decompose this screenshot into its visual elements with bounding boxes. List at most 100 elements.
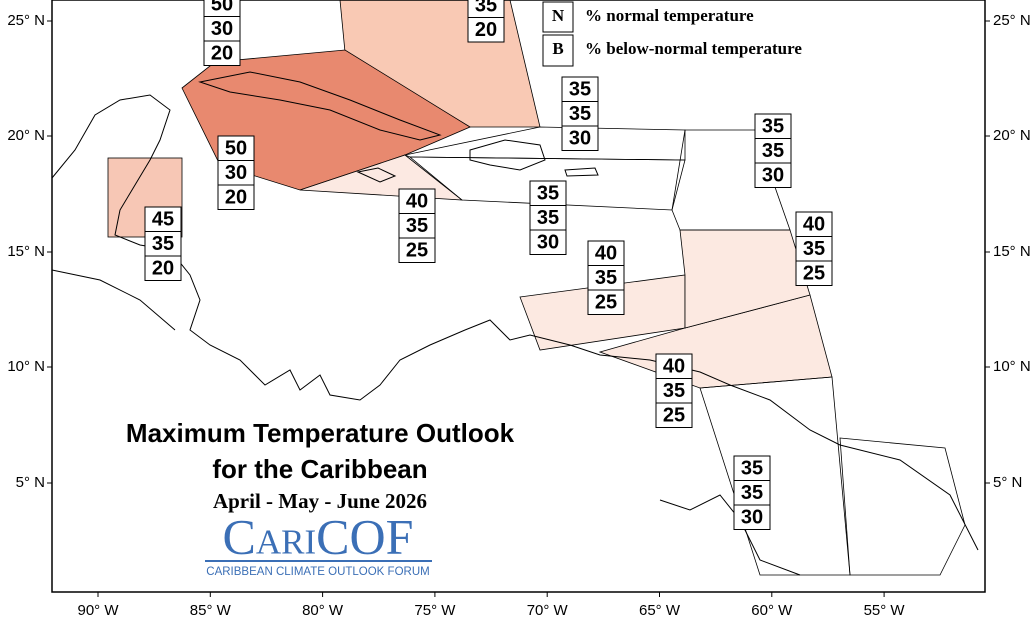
- probability-value: 35: [537, 182, 559, 204]
- lat-label: 25° N: [7, 12, 45, 29]
- lon-label: 70° W: [527, 602, 569, 619]
- title: for the Caribbean: [212, 454, 427, 484]
- probability-value: 35: [537, 207, 559, 229]
- probability-value: 20: [225, 186, 247, 208]
- probability-cell: [587, 265, 625, 291]
- probability-cell: [655, 402, 693, 428]
- probability-value: 25: [595, 291, 617, 313]
- legend-key-box: [542, 34, 574, 67]
- probability-cell: [587, 240, 625, 266]
- lon-label: 60° W: [751, 602, 793, 619]
- probability-value: 40: [595, 242, 617, 264]
- probability-cell: [754, 162, 792, 188]
- probability-cell: [795, 211, 833, 237]
- probability-cell: [529, 205, 567, 231]
- map-frame: [51, 0, 986, 593]
- lat-label: 5° N: [16, 474, 45, 491]
- coast-pacific: [51, 269, 176, 331]
- legend-key: N: [552, 6, 565, 25]
- lat-label: 10° N: [7, 358, 45, 375]
- probability-cell: [144, 255, 182, 281]
- probability-value: 35: [741, 482, 763, 504]
- title: Maximum Temperature Outlook: [126, 418, 515, 448]
- legend-key: B: [552, 39, 563, 58]
- lon-label: 90° W: [77, 602, 119, 619]
- probability-value: 25: [406, 239, 428, 261]
- lon-label: 85° W: [190, 602, 232, 619]
- probability-value: 35: [475, 0, 497, 16]
- probability-cell: [795, 260, 833, 286]
- probability-value: 35: [663, 380, 685, 402]
- lon-label: 80° W: [302, 602, 344, 619]
- probability-value: 50: [211, 0, 233, 15]
- probability-cell: [733, 480, 771, 506]
- probability-value: 35: [803, 238, 825, 260]
- probability-cell: [144, 206, 182, 232]
- probability-value: 45: [152, 208, 174, 230]
- coast-mainland: [51, 94, 979, 551]
- lat-label: 15° N: [993, 243, 1031, 260]
- legend-text: % normal temperature: [585, 6, 754, 25]
- probability-value: 25: [803, 262, 825, 284]
- probability-cell: [203, 40, 241, 66]
- coastlines: [51, 71, 979, 576]
- probability-cell: [203, 16, 241, 42]
- probability-cell: [529, 229, 567, 255]
- coast-interior: [659, 494, 801, 576]
- probability-cell: [398, 237, 436, 263]
- probability-cell: [655, 353, 693, 379]
- lat-label: 25° N: [993, 12, 1031, 29]
- probability-cell: [795, 236, 833, 262]
- lat-label: 20° N: [993, 127, 1031, 144]
- lat-label: 20° N: [7, 127, 45, 144]
- probability-value: 35: [569, 103, 591, 125]
- probability-value: 30: [211, 18, 233, 40]
- probability-cell: [561, 76, 599, 102]
- probability-value: 35: [595, 267, 617, 289]
- probability-boxes: 5030203520353530503020353530453520403525…: [144, 0, 833, 530]
- probability-value: 25: [663, 404, 685, 426]
- logo: CariCOF: [223, 508, 414, 564]
- probability-cell: [144, 231, 182, 257]
- probability-value: 35: [406, 215, 428, 237]
- probability-value: 20: [475, 19, 497, 41]
- legend-text: % below-normal temperature: [585, 39, 802, 58]
- probability-value: 30: [537, 231, 559, 253]
- legend: N % normal temperature B % below-normal …: [542, 1, 802, 67]
- lon-label: 65° W: [639, 602, 681, 619]
- probability-value: 40: [803, 213, 825, 235]
- probability-cell: [529, 180, 567, 206]
- probability-value: 50: [225, 137, 247, 159]
- title-block: Maximum Temperature Outlook for the Cari…: [126, 418, 515, 578]
- probability-cell: [733, 504, 771, 530]
- probability-value: 20: [152, 257, 174, 279]
- probability-value: 35: [569, 78, 591, 100]
- probability-value: 40: [406, 190, 428, 212]
- legend-key-box: [542, 1, 574, 33]
- probability-value: 35: [152, 233, 174, 255]
- lat-label: 15° N: [7, 243, 45, 260]
- lon-label: 55° W: [864, 602, 906, 619]
- zone-suriname: [839, 437, 966, 576]
- probability-cell: [561, 125, 599, 151]
- probability-cell: [217, 184, 255, 210]
- probability-value: 40: [663, 355, 685, 377]
- probability-value: 20: [211, 42, 233, 64]
- probability-value: 30: [762, 164, 784, 186]
- period: April - May - June 2026: [213, 489, 427, 513]
- probability-cell: [655, 378, 693, 404]
- probability-cell: [733, 455, 771, 481]
- probability-value: 35: [741, 457, 763, 479]
- coast-cuba: [198, 71, 442, 141]
- probability-cell: [467, 17, 505, 43]
- logo-tagline: CARIBBEAN CLIMATE OUTLOOK FORUM: [206, 566, 429, 578]
- lon-label: 75° W: [414, 602, 456, 619]
- coast-hispaniola: [469, 139, 546, 171]
- lat-label: 5° N: [993, 474, 1022, 491]
- zone-leeward: [671, 129, 791, 231]
- lat-label: 10° N: [993, 358, 1031, 375]
- coast-puerto-rico: [564, 167, 599, 177]
- probability-value: 30: [225, 162, 247, 184]
- coast-jamaica: [356, 167, 397, 183]
